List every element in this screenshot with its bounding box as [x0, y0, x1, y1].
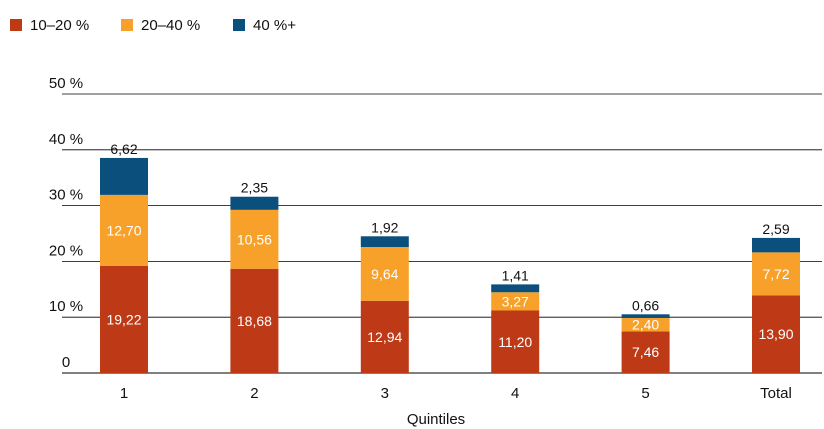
data-label: 2,35: [241, 180, 268, 196]
bar-segment: [360, 247, 409, 301]
data-label: 7,46: [632, 344, 659, 360]
bar-segment: [621, 317, 670, 332]
legend-swatch: [121, 19, 133, 31]
x-axis-label: Quintiles: [407, 411, 465, 428]
gridlines: [62, 93, 822, 374]
data-label: 12,70: [106, 222, 141, 238]
bar-segment: [752, 295, 800, 373]
legend-swatch: [10, 19, 22, 31]
bar-segment: [360, 300, 409, 373]
bar-segment: [230, 268, 279, 373]
bar-segment: [491, 310, 540, 373]
legend: 10–20 % 20–40 % 40 %+: [10, 17, 296, 34]
bar-segment: [100, 194, 148, 266]
y-tick-label: 10 %: [49, 298, 83, 315]
data-label: 2,59: [762, 221, 789, 237]
legend-swatch: [233, 19, 245, 31]
bar-segment: [621, 331, 670, 373]
data-label: 6,62: [110, 141, 137, 157]
data-label: 2,40: [632, 317, 659, 333]
data-label: 10,56: [237, 231, 272, 247]
legend-label: 10–20 %: [30, 17, 89, 34]
x-tick-label: Total: [760, 385, 792, 402]
x-axis-ticks: 1 2 3 4 5 Total: [120, 385, 792, 402]
y-tick-label: 20 %: [49, 242, 83, 259]
data-label: 9,64: [371, 266, 398, 282]
bar-segment: [491, 284, 540, 293]
bar-segment: [230, 196, 279, 210]
bar-segment: [360, 236, 409, 248]
bar-segment: [100, 157, 148, 195]
bar-segment: [100, 265, 148, 373]
data-label: 18,68: [237, 313, 272, 329]
data-label: 0,66: [632, 297, 659, 313]
data-label: 1,41: [502, 267, 529, 283]
x-tick-label: 4: [511, 385, 519, 402]
y-tick-label: 30 %: [49, 187, 83, 204]
data-label: 7,72: [762, 266, 789, 282]
legend-label: 20–40 %: [141, 17, 200, 34]
y-tick-label: 0: [62, 354, 70, 371]
y-axis-ticks: 0 10 % 20 % 30 % 40 % 50 %: [49, 75, 83, 371]
x-tick-label: 5: [641, 385, 649, 402]
bar-segment: [230, 209, 279, 269]
y-tick-label: 50 %: [49, 75, 83, 92]
bar-segment: [752, 252, 800, 296]
bar-segment: [491, 292, 540, 311]
data-label: 3,27: [502, 293, 529, 309]
y-tick-label: 40 %: [49, 131, 83, 148]
legend-label: 40 %+: [253, 17, 296, 34]
bars: 19,22 12,70 6,62 18,68 10,56 2,35 12,94 9,64 1,9…: [100, 141, 800, 373]
data-label: 12,94: [367, 329, 402, 345]
x-tick-label: 2: [250, 385, 258, 402]
data-label: 13,90: [758, 326, 793, 342]
data-label: 19,22: [106, 311, 141, 327]
x-tick-label: 1: [120, 385, 128, 402]
data-label: 1,92: [371, 219, 398, 235]
bar-segment: [752, 237, 800, 253]
x-tick-label: 3: [381, 385, 389, 402]
bar-segment: [621, 314, 670, 318]
data-label: 11,20: [498, 334, 532, 350]
